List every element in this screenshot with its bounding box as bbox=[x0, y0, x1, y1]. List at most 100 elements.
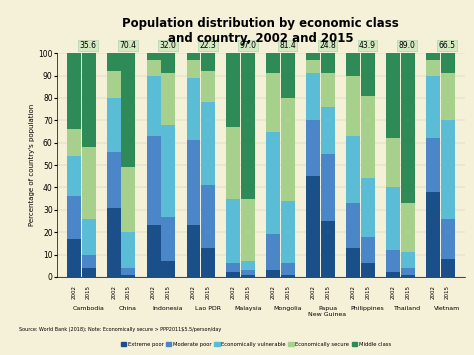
Bar bbox=[241, 275, 255, 277]
Bar bbox=[426, 53, 440, 60]
Bar bbox=[82, 53, 96, 147]
Bar bbox=[227, 127, 240, 199]
Bar bbox=[121, 53, 136, 167]
Bar bbox=[186, 141, 201, 225]
Bar bbox=[281, 53, 295, 98]
Bar bbox=[201, 248, 215, 277]
Bar bbox=[241, 53, 255, 199]
Bar bbox=[386, 187, 400, 250]
Text: 2002: 2002 bbox=[391, 285, 395, 299]
Bar bbox=[306, 120, 320, 176]
Text: 2015: 2015 bbox=[206, 285, 211, 299]
Bar bbox=[186, 60, 201, 78]
Bar bbox=[401, 275, 415, 277]
Bar bbox=[121, 275, 136, 277]
Bar bbox=[146, 76, 161, 136]
Bar bbox=[346, 203, 360, 248]
Text: 2015: 2015 bbox=[405, 285, 410, 299]
Bar bbox=[266, 132, 280, 234]
Text: 2002: 2002 bbox=[71, 285, 76, 299]
Text: 2002: 2002 bbox=[191, 285, 196, 299]
Bar bbox=[306, 73, 320, 120]
Bar bbox=[266, 53, 280, 73]
Bar bbox=[107, 208, 121, 277]
Text: 2002: 2002 bbox=[111, 285, 116, 299]
Bar bbox=[266, 73, 280, 131]
Bar bbox=[82, 255, 96, 268]
Bar bbox=[361, 53, 375, 96]
Bar bbox=[67, 53, 81, 129]
Bar bbox=[201, 71, 215, 103]
Text: Malaysia: Malaysia bbox=[234, 306, 262, 311]
Bar bbox=[266, 234, 280, 270]
Text: 2015: 2015 bbox=[246, 285, 251, 299]
Bar bbox=[281, 98, 295, 201]
Bar bbox=[161, 217, 175, 261]
Bar bbox=[361, 96, 375, 179]
Text: Cambodia: Cambodia bbox=[72, 306, 104, 311]
Bar bbox=[227, 199, 240, 263]
Text: Vietnam: Vietnam bbox=[434, 306, 460, 311]
Legend: Extreme poor, Moderate poor, Economically vulnerable, Economically secure, Middl: Extreme poor, Moderate poor, Economicall… bbox=[118, 340, 393, 349]
Bar bbox=[121, 167, 136, 232]
Bar bbox=[386, 250, 400, 272]
Bar bbox=[107, 152, 121, 208]
Text: 2015: 2015 bbox=[326, 285, 330, 299]
Bar bbox=[146, 60, 161, 76]
Bar bbox=[67, 129, 81, 156]
Bar bbox=[161, 125, 175, 217]
Bar bbox=[426, 60, 440, 76]
Bar bbox=[306, 60, 320, 73]
Text: 2002: 2002 bbox=[310, 285, 316, 299]
Bar bbox=[227, 53, 240, 127]
Text: 2002: 2002 bbox=[271, 285, 276, 299]
Text: 22.3: 22.3 bbox=[200, 41, 216, 50]
Bar bbox=[241, 261, 255, 270]
Text: 2002: 2002 bbox=[351, 285, 356, 299]
Bar bbox=[401, 203, 415, 252]
Bar bbox=[186, 225, 201, 277]
Text: 32.0: 32.0 bbox=[160, 41, 176, 50]
Text: 2015: 2015 bbox=[166, 285, 171, 299]
Text: Source: World Bank (2018); Note: Economically secure > PPP2011$5.5/person/day: Source: World Bank (2018); Note: Economi… bbox=[19, 327, 221, 332]
Bar bbox=[426, 76, 440, 138]
Bar bbox=[146, 53, 161, 60]
Text: 97.0: 97.0 bbox=[239, 41, 256, 50]
Bar bbox=[161, 73, 175, 125]
Bar bbox=[306, 53, 320, 60]
Bar bbox=[441, 120, 455, 219]
Text: 2002: 2002 bbox=[430, 285, 435, 299]
Bar bbox=[426, 138, 440, 192]
Bar bbox=[386, 53, 400, 138]
Bar bbox=[306, 176, 320, 277]
Bar bbox=[67, 239, 81, 277]
Text: Papua
New Guinea: Papua New Guinea bbox=[309, 306, 346, 317]
Bar bbox=[186, 78, 201, 141]
Text: 2015: 2015 bbox=[86, 285, 91, 299]
Text: 35.6: 35.6 bbox=[80, 41, 97, 50]
Bar bbox=[401, 268, 415, 275]
Bar bbox=[107, 98, 121, 152]
Bar bbox=[321, 53, 335, 73]
Bar bbox=[321, 73, 335, 107]
Bar bbox=[361, 263, 375, 277]
Bar bbox=[201, 103, 215, 185]
Bar bbox=[321, 154, 335, 221]
Title: Population distribution by economic class
and country, 2002 and 2015: Population distribution by economic clas… bbox=[122, 17, 399, 45]
Text: 2015: 2015 bbox=[126, 285, 131, 299]
Bar bbox=[266, 270, 280, 277]
Text: 2015: 2015 bbox=[365, 285, 370, 299]
Text: 89.0: 89.0 bbox=[399, 41, 416, 50]
Bar bbox=[186, 53, 201, 60]
Bar bbox=[321, 221, 335, 277]
Bar bbox=[146, 225, 161, 277]
Bar bbox=[161, 261, 175, 277]
Bar bbox=[107, 71, 121, 98]
Text: 81.4: 81.4 bbox=[279, 41, 296, 50]
Y-axis label: Percentage of country's population: Percentage of country's population bbox=[29, 104, 36, 226]
Text: 2002: 2002 bbox=[231, 285, 236, 299]
Bar bbox=[82, 219, 96, 255]
Bar bbox=[281, 201, 295, 263]
Bar bbox=[241, 270, 255, 275]
Text: 2015: 2015 bbox=[285, 285, 291, 299]
